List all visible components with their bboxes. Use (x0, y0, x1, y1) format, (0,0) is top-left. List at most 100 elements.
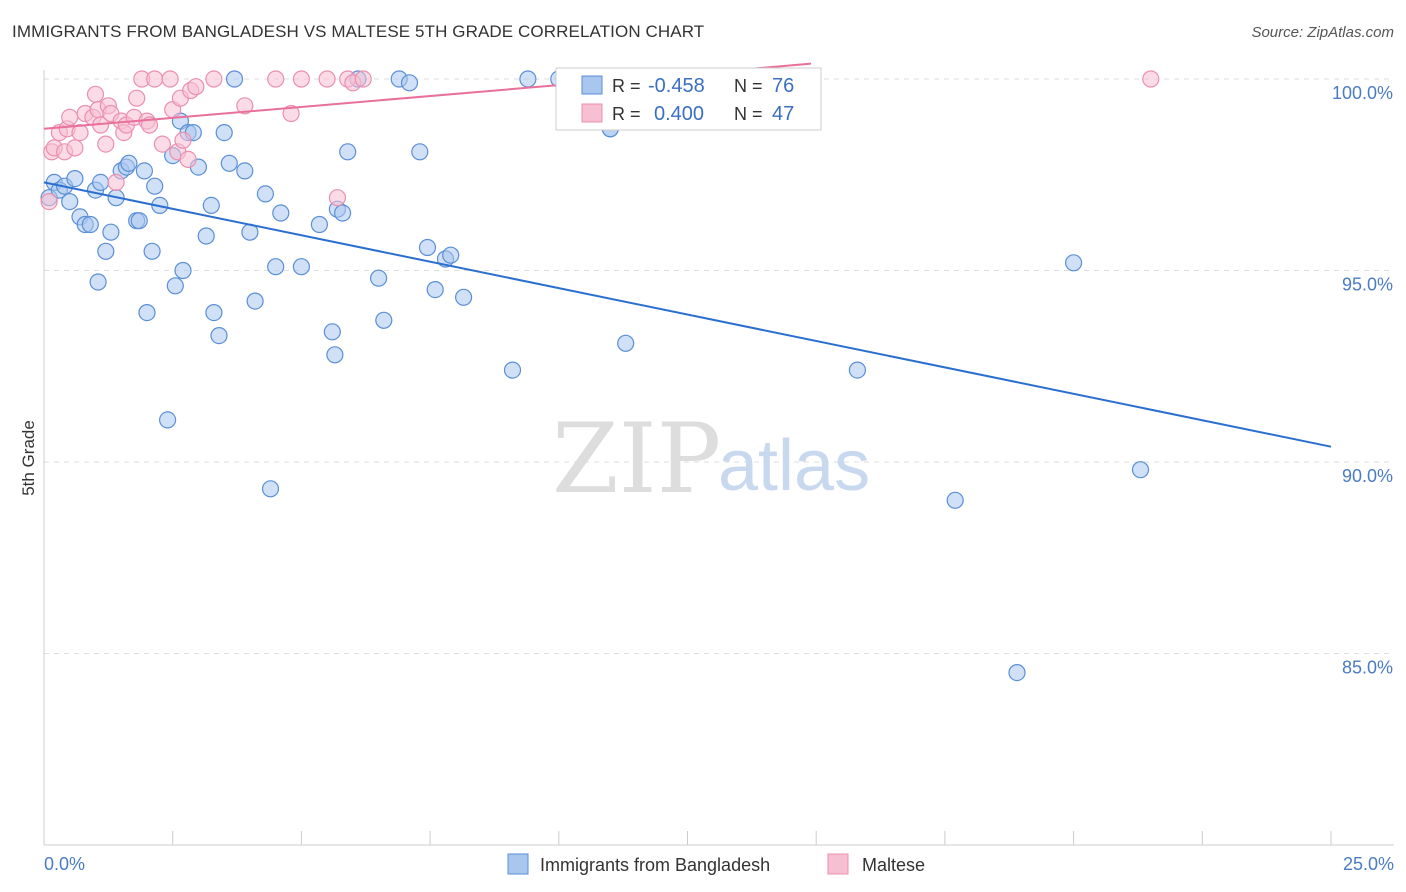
bangladesh-point (135, 162, 153, 180)
bangladesh-point (130, 212, 148, 230)
stats-swatch-pink (581, 103, 603, 123)
bangladesh-point (225, 70, 244, 88)
bangladesh-point (159, 411, 177, 429)
bangladesh-point (617, 334, 635, 352)
maltese-point (146, 70, 164, 88)
maltese-point (1142, 70, 1160, 88)
bangladesh-point (267, 258, 285, 276)
watermark-atlas: atlas (718, 426, 870, 506)
chart-title: IMMIGRANTS FROM BANGLADESH VS MALTESE 5T… (12, 22, 705, 41)
bangladesh-point (848, 361, 867, 379)
bangladesh-point (256, 185, 274, 203)
stats-n-label-pink: N = (734, 104, 763, 124)
stats-r-value-pink: 0.400 (654, 103, 704, 125)
bangladesh-point (205, 304, 223, 322)
maltese-point (354, 70, 372, 88)
maltese-point (161, 70, 179, 88)
x-tick-label-min: 0.0% (44, 854, 85, 874)
bangladesh-point (66, 170, 84, 188)
maltese-point (292, 70, 310, 88)
y-tick-label-100: 100.0% (1332, 83, 1393, 103)
maltese-point (153, 135, 171, 153)
maltese-point (328, 189, 346, 207)
bangladesh-point (97, 242, 115, 260)
bangladesh-point (174, 261, 192, 280)
stats-n-label-blue: N = (734, 76, 763, 96)
maltese-point (128, 89, 146, 107)
bangladesh-point (89, 273, 107, 291)
y-tick-label-85: 85.0% (1342, 658, 1393, 678)
watermark: ZIP atlas (552, 403, 870, 515)
bangladesh-point (323, 323, 341, 341)
x-tick-label-max: 25.0% (1343, 854, 1394, 874)
bangladesh-point (292, 258, 310, 276)
bangladesh-point (519, 70, 537, 88)
y-axis-tick-labels: 85.0% 90.0% 95.0% 100.0% (1332, 83, 1393, 678)
maltese-point (236, 97, 254, 115)
stats-r-label-pink: R = (612, 104, 641, 124)
bangladesh-point (261, 480, 280, 498)
bangladesh-point (138, 304, 156, 322)
legend-item-maltese[interactable]: Maltese (827, 853, 925, 875)
legend: Immigrants from Bangladesh Maltese (507, 853, 925, 875)
bangladesh-point (210, 327, 228, 345)
maltese-point (318, 70, 336, 88)
stats-r-label-blue: R = (612, 76, 641, 96)
legend-swatch-maltese (827, 853, 849, 875)
x-axis-ticks (43, 831, 1332, 845)
bangladesh-point (61, 193, 79, 211)
bangladesh-point (426, 281, 444, 299)
bangladesh-point (1064, 254, 1083, 272)
bangladesh-point (1008, 663, 1026, 682)
stats-n-value-blue: 76 (772, 75, 794, 97)
bangladesh-point (236, 162, 254, 180)
bangladesh-point (310, 215, 328, 234)
y-axis-label: 5th Grade (19, 420, 38, 496)
bangladesh-point (370, 269, 388, 287)
maltese-point (107, 173, 125, 191)
bangladesh-point (81, 215, 99, 234)
bangladesh-point (503, 361, 522, 379)
bangladesh-point (1131, 461, 1150, 479)
maltese-point (205, 70, 223, 88)
bangladesh-point (418, 238, 437, 257)
source-credit: Source: ZipAtlas.com (1251, 24, 1394, 41)
trendline-bangladesh (43, 181, 1332, 448)
bangladesh-point (455, 288, 473, 306)
stats-swatch-blue (581, 75, 603, 95)
stats-n-value-pink: 47 (772, 103, 794, 125)
y-tick-label-95: 95.0% (1342, 275, 1393, 295)
bangladesh-point (197, 227, 215, 245)
maltese-point (66, 139, 84, 157)
y-tick-label-90: 90.0% (1342, 466, 1393, 486)
stats-box: R = -0.458 N = 76 R = 0.400 N = 47 (555, 67, 822, 131)
bangladesh-point (326, 346, 344, 364)
bangladesh-point (220, 154, 238, 172)
bangladesh-point (120, 154, 138, 172)
stats-r-value-blue: -0.458 (648, 75, 705, 97)
maltese-point (97, 135, 115, 153)
maltese-point (174, 131, 192, 149)
bangladesh-point (400, 74, 419, 92)
maltese-point (61, 108, 79, 126)
bangladesh-point (442, 246, 460, 264)
maltese-point (282, 104, 300, 123)
legend-item-bangladesh[interactable]: Immigrants from Bangladesh (507, 853, 770, 875)
bangladesh-point (166, 277, 184, 295)
legend-label-maltese: Maltese (862, 855, 925, 875)
watermark-zip: ZIP (552, 403, 721, 515)
maltese-point (267, 70, 285, 88)
bangladesh-point (143, 242, 161, 260)
bangladesh-point (215, 124, 233, 142)
maltese-point (40, 193, 58, 211)
maltese-point (187, 78, 205, 96)
bangladesh-point (375, 311, 393, 329)
bangladesh-point (202, 196, 220, 214)
bangladesh-point (339, 143, 357, 161)
bangladesh-point (272, 204, 290, 222)
legend-swatch-bangladesh (507, 853, 529, 875)
legend-label-bangladesh: Immigrants from Bangladesh (540, 855, 770, 875)
maltese-point (179, 150, 197, 168)
bangladesh-point (411, 143, 429, 161)
